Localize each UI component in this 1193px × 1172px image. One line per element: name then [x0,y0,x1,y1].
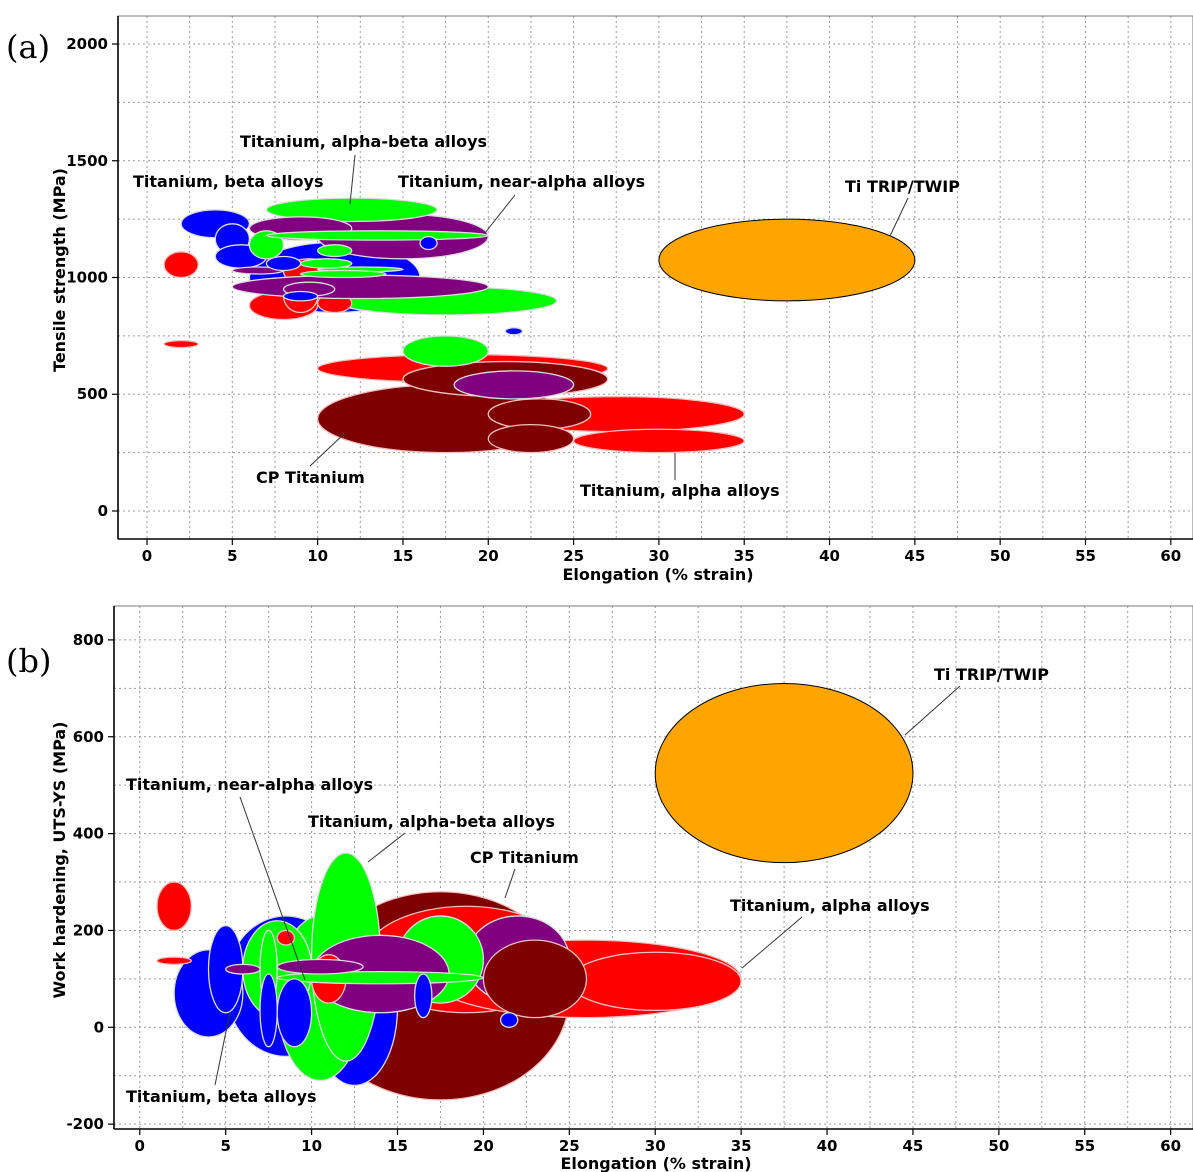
panel-b-x-tick-label: 40 [817,1137,838,1155]
panel-b-bubble-titanium-alpha-alloys [156,956,192,966]
panel-b-y-tick-label: 800 [73,631,104,649]
panel-b-annotation-leader [504,868,516,899]
panel-b-annotation-leader [741,916,803,969]
panel-b-annotation: Ti TRIP/TWIP [934,665,1049,684]
panel-a-label: (a) [6,28,50,66]
panel-b-bubble-titanium-near-alpha-alloys [276,958,364,975]
panel-b-annotation: Titanium, alpha-beta alloys [308,812,555,831]
panel-b-annotation-leader [239,796,306,981]
panel-a-bubble-titanium-alpha-beta-alloys [299,258,353,269]
panel-a-y-tick-label: 500 [77,385,108,403]
panel-a-bubble-titanium-alpha-alloys [572,428,745,454]
panel-a-bubble-titanium-beta-alloys [419,235,438,251]
panel-a-bubble-titanium-beta-alloys [282,290,319,302]
panel-b-bubble-titanium-alpha-alloys [156,881,192,932]
panel-b-x-axis-label: Elongation (% strain) [560,1154,751,1172]
panel-b-annotation-leader [367,832,406,863]
panel-a-x-tick-label: 0 [142,547,152,565]
panel-b-x-tick-label: 45 [903,1137,924,1155]
panel-a-annotation-leader [484,194,516,234]
panel-b-bubble-titanium-beta-alloys [414,973,433,1019]
panel-b-label: (b) [6,642,51,680]
panel-a-bubble-titanium-alpha-beta-alloys [265,230,489,241]
panel-b-bubble-cp-titanium [482,939,588,1019]
panel-a-x-tick-label: 60 [1160,547,1181,565]
panel-b-annotation-leader [904,685,961,736]
panel-b-annotation: CP Titanium [470,848,579,867]
panel-b-x-tick-label: 35 [731,1137,752,1155]
panel-b-x-tick-label: 15 [387,1137,408,1155]
panel-b-y-tick-label: 400 [73,825,104,843]
panel-b-x-tick-label: 25 [559,1137,580,1155]
panel-a-bubble-titanium-alpha-beta-alloys [299,269,387,279]
panel-b-y-tick-label: -200 [66,1115,104,1133]
panel-a-bubble-titanium-near-alpha-alloys [231,274,489,300]
panel-b-annotation: Titanium, near-alpha alloys [126,775,373,794]
panel-a-bubble-titanium-alpha-beta-alloys [402,335,489,367]
panel-a-y-tick-label: 2000 [66,35,108,53]
panel-a-bubble-titanium-beta-alloys [504,327,524,336]
panel-b-bubble-titanium-alpha-alloys [276,929,296,946]
panel-a-annotation: Ti TRIP/TWIP [845,177,960,196]
panel-a: (a) 0 5 10 15 20 25 30 35 40 45 50 55 60 0 500 1000 1500… [6,15,1193,584]
panel-a-bubble-titanium-alpha-beta-alloys [316,244,353,258]
panel-a-y-tick-label: 0 [98,502,108,520]
panel-a-x-axis-label: Elongation (% strain) [562,565,753,584]
panel-b-annotation-leader [214,1011,231,1086]
panel-b-x-tick-label: 20 [473,1137,494,1155]
panel-b-x-tick-label: 10 [301,1137,322,1155]
panel-a-bubble-titanium-near-alpha-alloys [453,370,575,400]
panel-b-bubble-titanium-alpha-alloys [568,951,742,1012]
panel-b-bubble-titanium-alpha-beta-alloys [276,970,485,985]
panel-a-annotation: Titanium, alpha-beta alloys [240,132,487,151]
panel-b-y-axis-label: Work hardening, UTS-YS (MPa) [50,722,69,999]
panel-a-bubble-titanium-alpha-alloys [163,339,199,349]
panel-a-annotation-leader [309,432,346,467]
panel-b-x-tick-label: 0 [135,1137,145,1155]
panel-a-x-tick-label: 15 [393,547,414,565]
panel-b-x-tick-label: 5 [220,1137,230,1155]
panel-a-x-tick-label: 20 [478,547,499,565]
panel-a-bubble-titanium-alpha-beta-alloys [265,197,438,223]
panel-b-x-tick-label: 30 [645,1137,666,1155]
panel-a-x-tick-label: 50 [990,547,1011,565]
panel-a-annotation-leader [889,197,909,237]
panel-a-y-tick-label: 1000 [66,269,108,287]
panel-a-annotation: CP Titanium [256,468,365,487]
panel-b-x-tick-label: 50 [988,1137,1009,1155]
panel-b-y-tick-label: 200 [73,921,104,939]
panel-b-y-tick-label: 0 [94,1018,104,1036]
panel-a-x-tick-label: 10 [307,547,328,565]
panel-a-annotation: Titanium, near-alpha alloys [398,172,645,191]
panel-a-annotation-leader [349,154,356,205]
panel-b-annotation: Titanium, alpha alloys [730,896,930,915]
panel-b-bubble-ti-trip-twip [654,682,914,864]
panel-b-bubble-titanium-near-alpha-alloys [225,963,261,975]
panel-b-x-tick-label: 55 [1074,1137,1095,1155]
panel-a-x-tick-label: 30 [648,547,669,565]
panel-b-x-tick-label: 60 [1160,1137,1181,1155]
panel-a-x-tick-label: 25 [563,547,584,565]
panel-a-y-axis-label: Tensile strength (MPa) [50,168,69,372]
panel-a-y-tick-label: 1500 [66,152,108,170]
panel-a-x-tick-label: 45 [904,547,925,565]
panel-b-bubble-titanium-beta-alloys [276,978,313,1048]
panel-a-bubble-titanium-alpha-alloys [163,251,199,279]
panel-a-x-tick-label: 5 [227,547,237,565]
panel-b: (b) 0 5 10 15 20 25 30 35 40 45 50 55 60 -200 0 200 400 6… [6,605,1193,1172]
panel-a-x-tick-label: 55 [1075,547,1096,565]
panel-a-annotation: Titanium, alpha alloys [580,481,780,500]
panel-a-x-tick-label: 35 [734,547,755,565]
panel-b-bubble-titanium-beta-alloys [499,1012,519,1028]
panel-a-bubble-cp-titanium [487,423,575,454]
panel-a-x-tick-label: 40 [819,547,840,565]
panel-b-annotation: Titanium, beta alloys [126,1087,316,1106]
panel-a-annotation: Titanium, beta alloys [133,172,323,191]
panel-b-bubble-titanium-beta-alloys [259,973,278,1048]
panel-a-bubble-titanium-beta-alloys [265,255,302,272]
panel-a-bubble-ti-trip-twip [658,218,916,302]
panel-b-y-tick-label: 600 [73,728,104,746]
